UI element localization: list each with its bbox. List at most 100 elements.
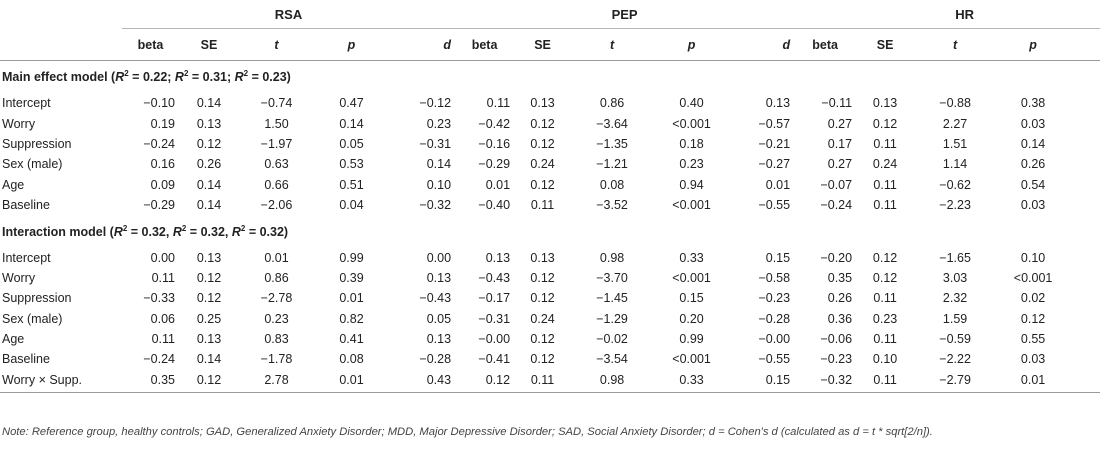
table-cell: −0.44 (1070, 370, 1100, 393)
section-header-row: Main effect model (R2 = 0.22; R2 = 0.31;… (0, 61, 1100, 94)
table-cell: −0.58 (758, 270, 791, 285)
table-cell: −1.78 (260, 352, 293, 367)
table-cell: −1.35 (596, 136, 628, 151)
table-row: Intercept −0.10 0.14 −0.74 0.47 −0.12 0.11 0.13… (0, 93, 1100, 113)
table-cell: −0.27 (758, 157, 791, 172)
table-cell: −0.28 (419, 352, 452, 367)
table-cell: −0.32 (419, 198, 452, 213)
table-cell: −0.23 (820, 352, 853, 367)
group-header-row: RSA PEP HR (0, 0, 1100, 29)
r-symbol: R (234, 70, 244, 85)
table-cell: 0.13 (530, 250, 555, 265)
section-title-text: = 0.22; (128, 70, 175, 85)
table-cell: 2.32 (942, 291, 968, 306)
table-cell: 0.23 (872, 311, 898, 326)
table-cell: 0.38 (1020, 96, 1046, 111)
table-cell: 1.59 (942, 311, 968, 326)
table-cell: 0.25 (196, 311, 222, 326)
table-cell: 0.63 (264, 157, 289, 172)
table-cell: 0.53 (339, 157, 364, 172)
column-header-rsa-t: t (274, 37, 279, 52)
table-cell: −3.64 (596, 116, 628, 131)
column-header-pep-d: d (782, 37, 791, 52)
table-cell: 1.50 (264, 116, 289, 131)
table-cell: −2.78 (260, 291, 293, 306)
table-cell: −0.11 (821, 96, 853, 111)
table-row: Age 0.11 0.13 0.83 0.41 0.13 −0.00 0.12 −0.02 0.9… (0, 329, 1100, 349)
row-label: Sex (male) (2, 157, 63, 172)
table-cell: −0.09 (1070, 329, 1100, 349)
table-cell: −3.52 (596, 198, 628, 213)
table-cell: 0.35 (1070, 309, 1100, 329)
table-cell: −0.35 (1070, 195, 1100, 215)
table-cell: −0.32 (820, 372, 853, 387)
table-cell: −0.43 (478, 270, 511, 285)
table-cell: −0.29 (478, 157, 511, 172)
table-cell: 0.01 (485, 177, 511, 192)
table-cell: 0.16 (150, 157, 175, 172)
table-row: Age 0.09 0.14 0.66 0.51 0.10 0.01 0.12 0.08 0.94 0… (0, 175, 1100, 195)
table-cell: 0.86 (264, 270, 289, 285)
group-header-hr: HR (794, 0, 1100, 29)
column-header-pep-beta: beta (471, 37, 498, 52)
section-title-text: Main effect model ( (2, 70, 116, 85)
table-cell: 0.24 (872, 157, 898, 172)
row-label: Intercept (2, 96, 51, 111)
table-cell: 0.13 (426, 332, 452, 347)
table-cell: −0.24 (143, 136, 175, 151)
section-title: Interaction model (R2 = 0.32, R2 = 0.32,… (0, 215, 1100, 247)
table-cell: 0.04 (339, 198, 364, 213)
table-cell: 0.12 (530, 270, 555, 285)
table-row: Intercept 0.00 0.13 0.01 0.99 0.00 0.13 0.13 0.9… (0, 247, 1100, 267)
table-cell: 0.40 (679, 96, 704, 111)
table-cell: 0.23 (679, 157, 704, 172)
table-cell: −0.33 (143, 291, 175, 306)
column-header-hr-SE: SE (876, 37, 894, 52)
table-cell: −0.55 (758, 352, 791, 367)
column-header-row: beta SE t p d beta SE t p d beta SE t p d (0, 29, 1100, 61)
table-cell: −0.20 (820, 250, 853, 265)
table-cell: −0.31 (419, 136, 452, 151)
table-cell: −0.26 (1070, 247, 1100, 267)
table-cell: 0.33 (679, 372, 704, 387)
table-cell: 0.13 (196, 116, 222, 131)
r-symbol: R (115, 70, 125, 85)
table-row: Suppression −0.24 0.12 −1.97 0.05 −0.31 −0.16 0… (0, 134, 1100, 154)
table-cell: −0.40 (478, 198, 511, 213)
table-cell: 0.47 (1070, 268, 1100, 288)
table-cell: 1.51 (942, 136, 968, 151)
table-cell: 0.25 (1070, 154, 1100, 174)
superscript-2: 2 (124, 69, 129, 79)
column-header-hr-d: d (1070, 29, 1100, 61)
r-symbol: R (113, 224, 123, 239)
table-cell: −1.97 (260, 136, 293, 151)
table-cell: 0.11 (873, 372, 897, 387)
table-cell: 0.27 (827, 157, 853, 172)
superscript-2: 2 (243, 69, 249, 79)
table-cell: 0.19 (150, 116, 175, 131)
table-cell: 0.43 (426, 372, 452, 387)
table-cell: <0.001 (672, 352, 711, 367)
section-title-text: = 0.32, (186, 224, 232, 239)
table-cell: 2.78 (264, 372, 289, 387)
superscript-2: 2 (183, 69, 189, 79)
table-cell: 0.12 (872, 270, 898, 285)
table-cell: 0.13 (426, 270, 452, 285)
table-cell: 0.10 (1020, 250, 1046, 265)
table-cell: 0.13 (196, 332, 222, 347)
table-cell: 0.00 (150, 250, 175, 265)
section-title-text: = 0.32) (245, 224, 289, 239)
table-cell: 0.01 (765, 177, 791, 192)
table-cell: 0.14 (196, 177, 222, 192)
row-label: Worry (2, 270, 36, 285)
table-cell: −1.29 (596, 311, 628, 326)
table-cell: −0.28 (758, 311, 791, 326)
table-cell: 0.13 (872, 96, 898, 111)
superscript-2: 2 (122, 223, 128, 233)
group-header-pep: PEP (455, 0, 795, 29)
table-cell: −0.42 (478, 116, 511, 131)
table-cell: 0.55 (1020, 332, 1046, 347)
table-cell: 0.03 (1020, 352, 1046, 367)
superscript-2: 2 (240, 223, 246, 233)
table-cell: 0.94 (679, 177, 704, 192)
